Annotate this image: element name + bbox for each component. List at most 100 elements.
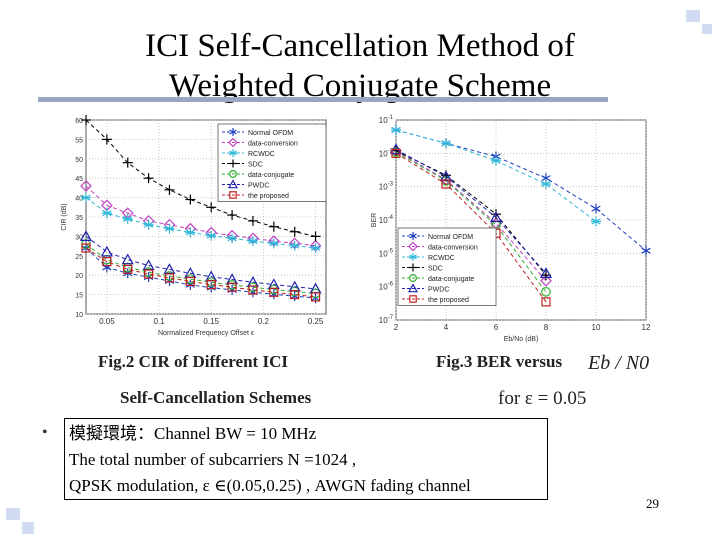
slide-title: ICI Self-Cancellation Method of Weighted… [60, 26, 660, 106]
y-axis-label: BER [371, 213, 378, 227]
y-tick-label: 35 [75, 215, 83, 222]
data-point [227, 210, 238, 221]
series-line [395, 150, 547, 276]
data-point [79, 230, 93, 241]
legend: Normal OFDM data-conversion RCWDC SDC data-c… [397, 227, 497, 306]
data-point [101, 134, 112, 145]
sim-line-2: The total number of subcarriers N =1024 … [69, 450, 357, 469]
data-point [269, 287, 279, 297]
legend-label: Normal OFDM [428, 234, 473, 241]
data-point [591, 216, 601, 227]
data-point [101, 208, 112, 219]
legend-marker [229, 159, 237, 168]
data-point [641, 245, 651, 256]
data-point [391, 148, 401, 158]
data-point [227, 233, 238, 244]
x-axis-label: Normalized Frequency Offset ε [158, 330, 254, 337]
caption-fig3-line2: for ε = 0.05 [498, 388, 587, 409]
data-point [206, 230, 217, 241]
data-point [121, 253, 134, 265]
data-point [310, 292, 321, 302]
x-tick-label: 0.1 [153, 317, 165, 326]
data-point [123, 264, 133, 274]
data-point [143, 219, 154, 230]
data-point [164, 184, 175, 195]
y-axis-label: CIR (dB) [61, 203, 68, 230]
data-point [268, 221, 279, 232]
legend-label: data-conjugate [248, 172, 294, 179]
y-tick-label: 10-6 [379, 282, 394, 292]
data-point [540, 274, 552, 287]
legend-marker [409, 232, 417, 240]
y-tick-label: 10-4 [379, 215, 394, 225]
data-point [491, 155, 501, 166]
series-rcwdc [81, 192, 321, 254]
x-tick-label: 10 [592, 323, 601, 332]
caption-fig3-math: Eb / N0 [588, 352, 650, 374]
data-point [541, 286, 551, 297]
series-line [85, 119, 316, 237]
corner-decoration-top-2 [702, 24, 712, 34]
x-axis-label: Eb/No (dB) [504, 336, 539, 343]
legend-marker [227, 179, 239, 189]
y-tick-label: 40 [75, 196, 83, 203]
legend-label: RCWDC [248, 151, 275, 158]
legend-marker [229, 191, 237, 199]
legend-label: data-conjugate [428, 276, 474, 283]
data-point [290, 290, 300, 300]
legend-label: the proposed [248, 193, 289, 200]
legend-label: data-conversion [248, 141, 298, 148]
corner-decoration-bottom-2 [22, 522, 34, 534]
cir-chart: 0.05 0.1 0.15 0.2 0.25 10 15 20 25 30 35 40 45 50 55 60… [61, 115, 327, 337]
page-number: 29 [646, 496, 659, 511]
legend-marker [229, 128, 237, 136]
data-point [441, 179, 451, 189]
y-tick-label: 50 [75, 157, 83, 164]
y-tick-label: 25 [75, 254, 83, 261]
legend-label: RCWDC [428, 255, 455, 262]
y-tick-label: 45 [75, 176, 83, 183]
data-point [248, 285, 258, 295]
grid-lines [86, 119, 326, 315]
data-point [185, 227, 196, 238]
legend-label: PWDC [428, 287, 449, 294]
bullet-marker: • [42, 424, 48, 441]
ber-chart: 2 4 6 8 10 12 10-7 10-6 10-5 10-4 10-3 10-2 10-1 Eb/N… [371, 115, 651, 343]
data-point [81, 115, 91, 125]
corner-decoration-bottom [6, 508, 20, 520]
y-tick-label: 10-7 [379, 315, 394, 325]
data-point [439, 170, 453, 182]
corner-decoration-top [686, 10, 700, 22]
data-point [441, 138, 451, 149]
y-tick-label: 60 [75, 118, 83, 125]
data-point [247, 215, 258, 226]
y-tick-label: 20 [75, 273, 83, 280]
y-tick-label: 10-2 [379, 148, 394, 158]
caption-fig2-line2: Self-Cancellation Schemes [120, 388, 312, 407]
data-point [539, 267, 553, 279]
series-line [395, 149, 547, 274]
series-rcwdc [391, 125, 601, 227]
data-point [144, 269, 154, 279]
x-tick-label: 0.2 [258, 317, 270, 326]
legend-label: SDC [428, 266, 443, 273]
legend-label: Normal OFDM [248, 130, 293, 137]
title-underline [38, 97, 608, 102]
legend-label: PWDC [248, 183, 269, 190]
data-point [143, 173, 154, 184]
sim-line-1: 模擬環境：Channel BW = 10 MHz [69, 424, 317, 443]
data-point [102, 257, 112, 267]
series-sdc [81, 115, 321, 242]
y-tick-label: 30 [75, 234, 83, 241]
legend-marker [409, 253, 417, 261]
legend-marker [408, 274, 417, 283]
x-tick-label: 0.15 [203, 317, 219, 326]
y-tick-label: 10-3 [379, 182, 394, 192]
series-line [85, 235, 316, 290]
data-point [80, 180, 92, 192]
data-point [206, 202, 217, 213]
data-point [185, 194, 196, 205]
data-point [122, 157, 133, 168]
data-point [541, 179, 551, 190]
data-point [81, 192, 91, 203]
